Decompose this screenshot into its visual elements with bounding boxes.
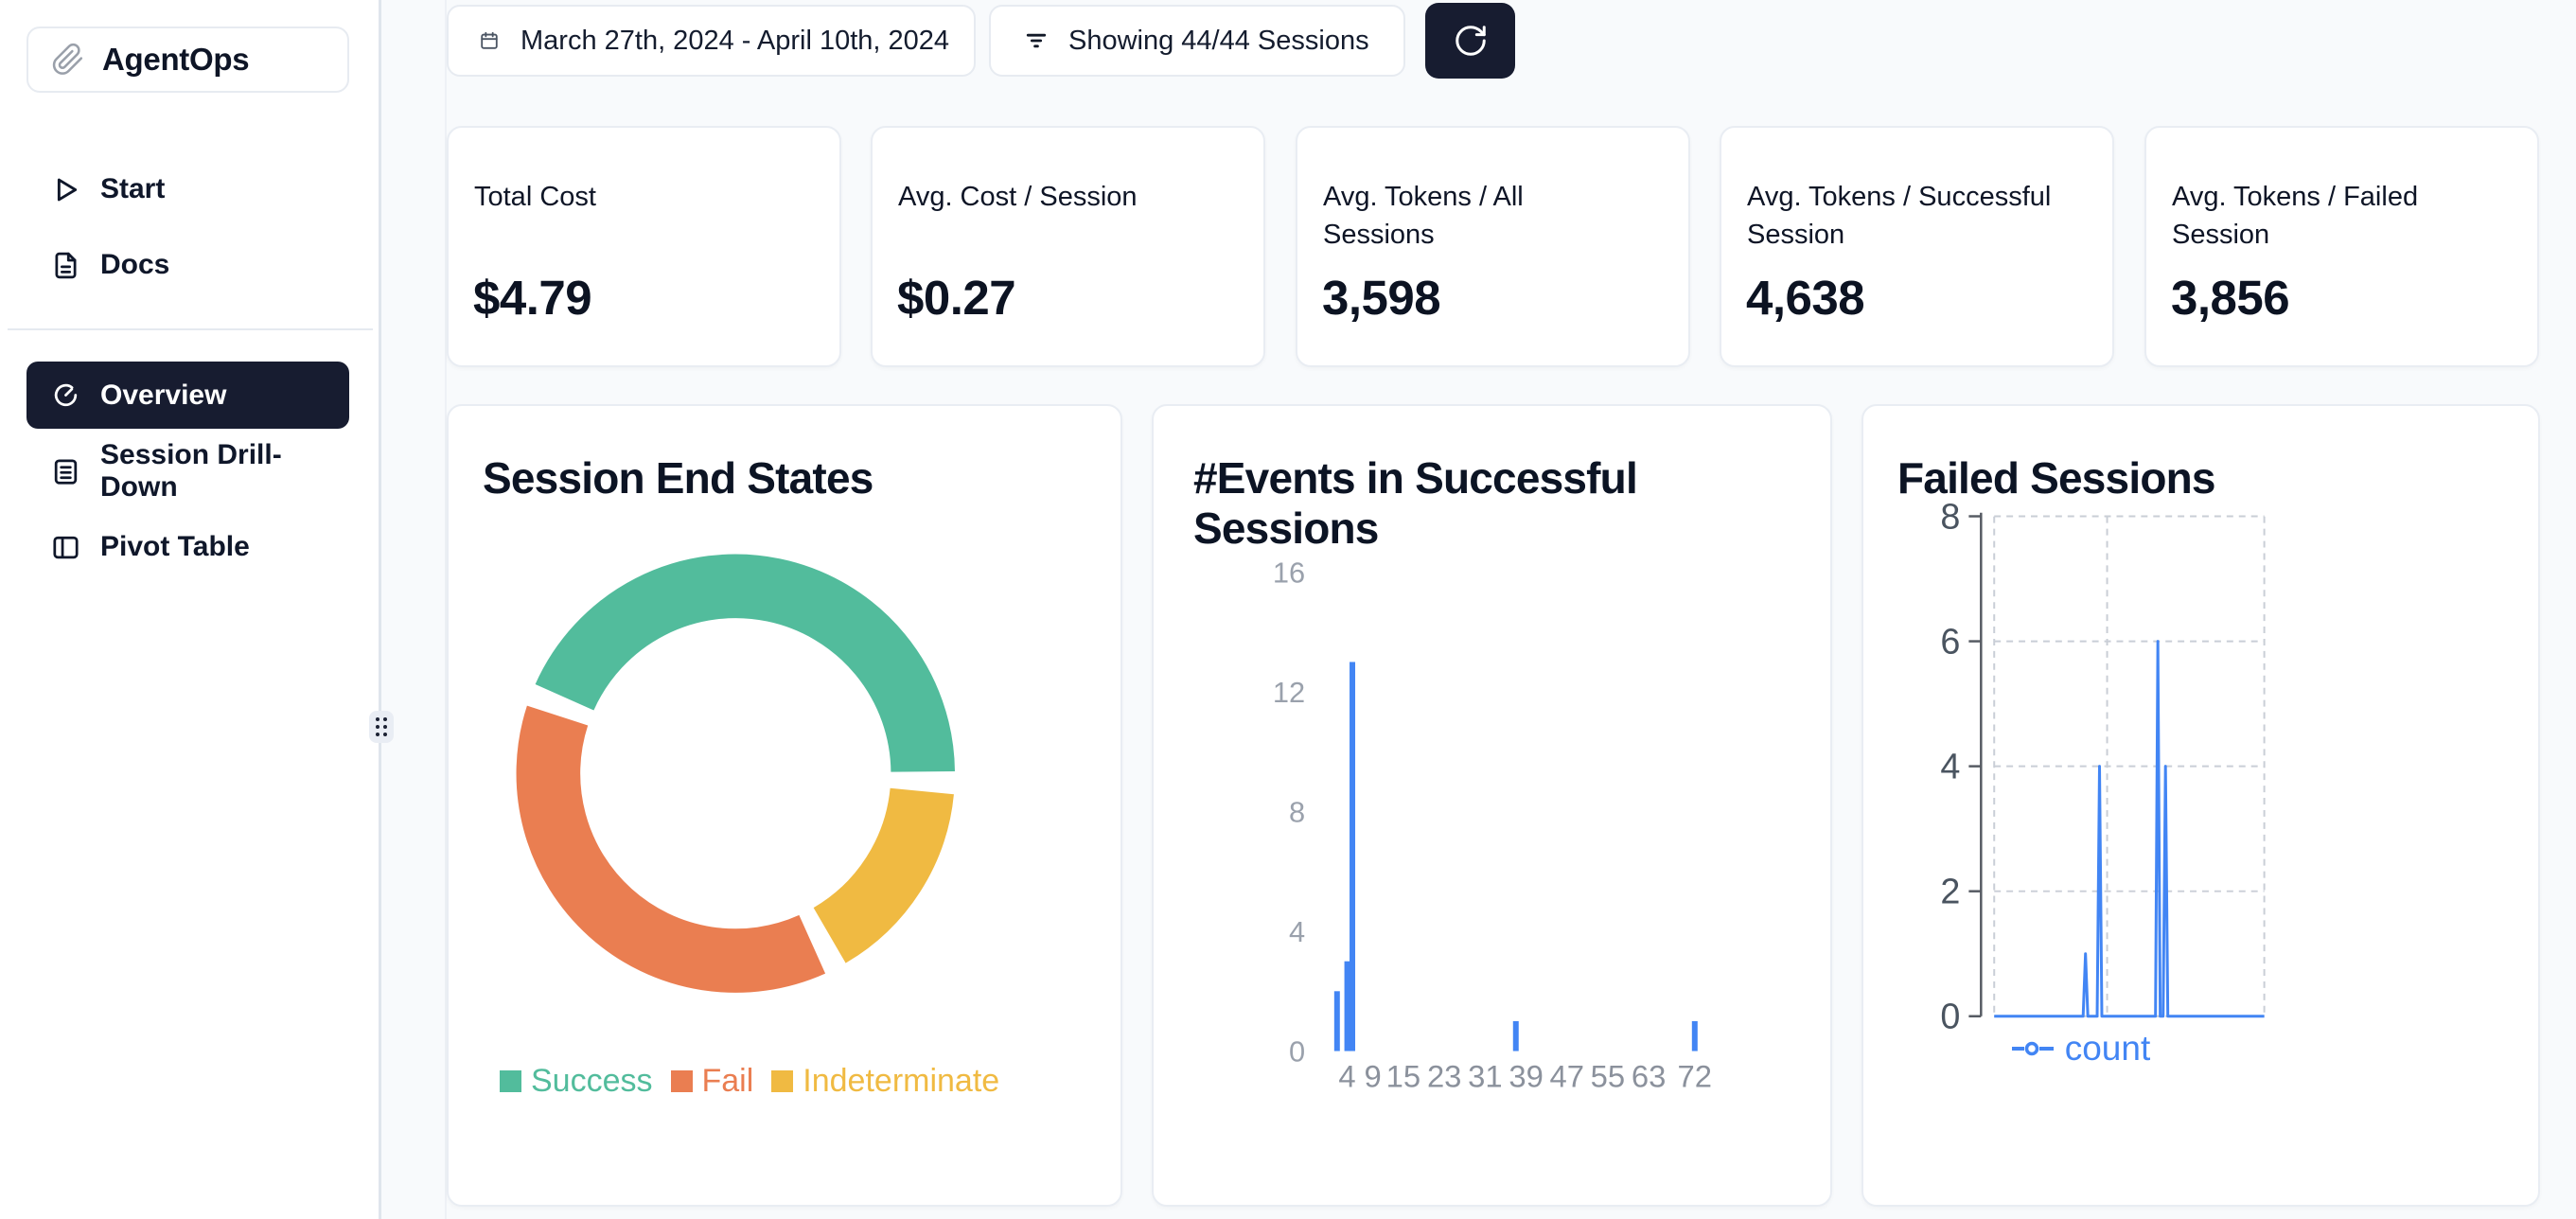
stat-value: $4.79 (473, 271, 592, 325)
refresh-button[interactable] (1425, 3, 1515, 79)
sidebar-resize-handle[interactable] (369, 711, 394, 743)
stat-value: $0.27 (897, 271, 1016, 325)
svg-text:0: 0 (1940, 998, 1960, 1037)
sidebar-item-pivot-table[interactable]: Pivot Table (26, 517, 349, 577)
play-icon (57, 178, 78, 201)
date-range-button[interactable]: March 27th, 2024 - April 10th, 2024 (447, 5, 976, 77)
svg-text:8: 8 (1940, 497, 1960, 537)
svg-text:0: 0 (1289, 1034, 1305, 1068)
gauge-icon (54, 383, 78, 407)
svg-text:72: 72 (1678, 1058, 1712, 1093)
panel-left-icon (53, 536, 79, 558)
stat-label: Avg. Tokens / Successful Session (1747, 182, 2052, 251)
svg-text:12: 12 (1273, 676, 1305, 709)
donut-legend: Success Fail Indeterminate (500, 1063, 999, 1100)
filter-lines-icon (1026, 33, 1047, 48)
session-end-states-card: Session End States Success Fail Indeterm… (447, 404, 1122, 1207)
svg-text:23: 23 (1427, 1058, 1461, 1093)
svg-text:39: 39 (1509, 1058, 1543, 1093)
sidebar-splitter (384, 0, 447, 1219)
svg-text:31: 31 (1468, 1058, 1502, 1093)
legend-item-success[interactable]: Success (500, 1063, 653, 1100)
stat-label: Avg. Tokens / All Sessions (1323, 182, 1524, 251)
sidebar-item-start[interactable]: Start (26, 159, 349, 220)
svg-text:4: 4 (1940, 748, 1960, 787)
stat-card-avg-tokens-failed: Avg. Tokens / Failed Session 3,856 (2144, 126, 2539, 367)
stat-value: 3,856 (2171, 271, 2290, 325)
failed-sessions-line-chart: 0 2 4 6 8 (1940, 497, 2266, 1037)
svg-text:15: 15 (1386, 1058, 1420, 1093)
legend-item-indeterminate[interactable]: Indeterminate (771, 1063, 999, 1100)
sidebar: AgentOps Start Docs (0, 0, 381, 1219)
stat-card-avg-cost-session: Avg. Cost / Session $0.27 (871, 126, 1265, 367)
sidebar-item-label: Session Drill-Down (100, 439, 282, 503)
svg-text:6: 6 (1940, 623, 1960, 662)
svg-text:9: 9 (1364, 1058, 1381, 1093)
stat-label: Avg. Tokens / Failed Session (2172, 182, 2419, 251)
events-in-successful-sessions-card: #Events in Successful Sessions 0 4 8 12 16 4 9… (1152, 404, 1832, 1207)
refresh-icon (1455, 26, 1486, 56)
sessions-filter-button[interactable]: Showing 44/44 Sessions (989, 5, 1405, 77)
stat-card-total-cost: Total Cost $4.79 (447, 126, 841, 367)
sidebar-item-docs[interactable]: Docs (26, 235, 349, 295)
legend-item-fail[interactable]: Fail (670, 1063, 753, 1100)
chart-title: Session End States (483, 453, 873, 503)
sidebar-divider (8, 328, 373, 330)
stat-value: 4,638 (1746, 271, 1865, 325)
sidebar-item-label: Overview (100, 379, 227, 411)
calendar-icon (481, 31, 498, 49)
legend-swatch (670, 1070, 693, 1092)
stat-card-avg-tokens-successful: Avg. Tokens / Successful Session 4,638 (1720, 126, 2114, 367)
sidebar-item-label: Docs (100, 249, 170, 280)
legend-swatch (771, 1070, 794, 1092)
app-logo[interactable]: AgentOps (26, 26, 349, 93)
file-lines-icon (54, 458, 78, 485)
file-text-icon (55, 252, 77, 278)
failed-sessions-card: Failed Sessions 0 2 4 6 8 count (1861, 404, 2540, 1207)
chart-title: Failed Sessions (1897, 453, 2216, 503)
svg-text:4: 4 (1338, 1058, 1355, 1093)
drag-dots-icon (376, 717, 387, 736)
date-range-label: March 27th, 2024 - April 10th, 2024 (520, 25, 950, 56)
sidebar-item-session-drill-down[interactable]: Session Drill-Down (26, 439, 349, 503)
count-legend-label: count (2064, 1029, 2151, 1068)
sidebar-item-label: Start (100, 173, 166, 204)
paperclip-icon (52, 43, 83, 75)
line-marker-icon (2011, 1041, 2054, 1056)
sidebar-item-overview[interactable]: Overview (26, 362, 349, 429)
stat-card-avg-tokens-all: Avg. Tokens / All Sessions 3,598 (1296, 126, 1690, 367)
chart-title: #Events in Successful Sessions (1193, 453, 1638, 553)
svg-text:16: 16 (1273, 556, 1305, 590)
stat-value: 3,598 (1322, 271, 1441, 325)
svg-text:4: 4 (1289, 915, 1305, 948)
session-end-states-donut-chart (516, 554, 955, 993)
sidebar-item-label: Pivot Table (100, 531, 250, 562)
svg-text:55: 55 (1591, 1058, 1625, 1093)
count-series-legend[interactable]: count (1863, 1029, 2299, 1069)
app-title: AgentOps (102, 42, 250, 77)
svg-text:2: 2 (1940, 873, 1960, 912)
svg-text:63: 63 (1632, 1058, 1666, 1093)
stat-label: Avg. Cost / Session (898, 182, 1138, 212)
legend-swatch (500, 1070, 521, 1092)
svg-text:8: 8 (1289, 796, 1305, 829)
sessions-filter-label: Showing 44/44 Sessions (1068, 25, 1369, 56)
stat-label: Total Cost (474, 182, 596, 212)
svg-text:47: 47 (1550, 1058, 1584, 1093)
